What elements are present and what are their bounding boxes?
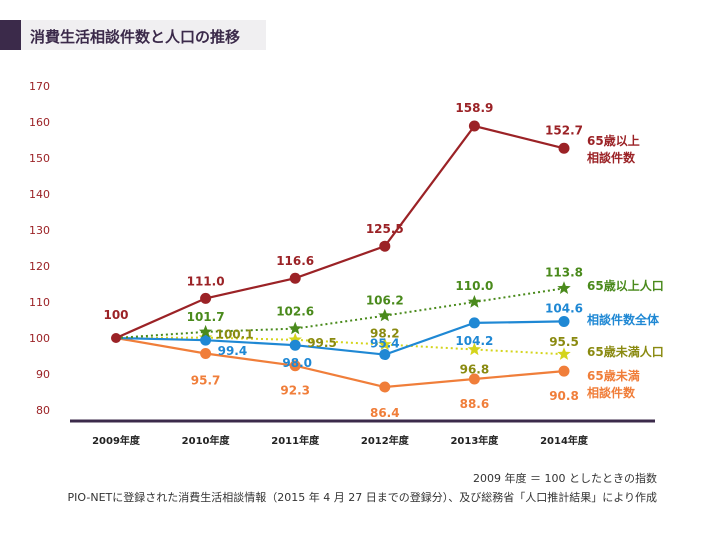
data-label: 152.7 bbox=[545, 123, 583, 137]
chart-title-bar: 消費生活相談件数と人口の推移 bbox=[0, 20, 266, 50]
series-legend-label: 相談件数全体 bbox=[587, 312, 660, 327]
y-tick-label: 170 bbox=[29, 80, 50, 93]
data-point bbox=[558, 315, 570, 327]
data-label: 99.4 bbox=[218, 344, 248, 358]
data-point bbox=[379, 349, 391, 361]
data-point bbox=[200, 347, 212, 359]
data-label: 113.8 bbox=[545, 265, 583, 279]
data-label: 100 bbox=[103, 308, 128, 322]
data-label: 92.3 bbox=[280, 384, 310, 398]
data-label: 98.0 bbox=[282, 356, 312, 370]
x-tick-label: 2012年度 bbox=[361, 434, 410, 447]
data-label: 102.6 bbox=[276, 305, 314, 319]
y-tick-label: 140 bbox=[29, 188, 50, 201]
x-tick-label: 2013年度 bbox=[450, 434, 499, 447]
footnote-source: PIO-NETに登録された消費生活相談情報（2015 年 4 月 27 日までの… bbox=[67, 491, 657, 504]
y-tick-label: 90 bbox=[36, 368, 50, 381]
data-point-star bbox=[378, 308, 392, 322]
data-label: 95.7 bbox=[191, 373, 221, 387]
x-tick-label: 2009年度 bbox=[92, 434, 141, 447]
data-label: 104.6 bbox=[545, 301, 583, 315]
data-label: 101.7 bbox=[187, 310, 225, 324]
series-legend-label: 65歳以上人口 bbox=[587, 278, 664, 293]
series-legend-label: 相談件数 bbox=[587, 385, 636, 400]
data-point-star bbox=[557, 347, 571, 360]
y-tick-label: 100 bbox=[29, 332, 50, 345]
data-label: 106.2 bbox=[366, 294, 404, 308]
data-label: 104.2 bbox=[455, 334, 493, 348]
x-tick-label: 2014年度 bbox=[540, 434, 589, 447]
data-point-star bbox=[467, 295, 482, 308]
data-point-star bbox=[198, 324, 213, 338]
data-label: 90.8 bbox=[549, 389, 579, 403]
data-point bbox=[200, 334, 212, 346]
y-tick-label: 150 bbox=[29, 152, 50, 165]
x-tick-label: 2010年度 bbox=[182, 434, 231, 447]
title-accent-block bbox=[0, 20, 21, 50]
series-legend-label: 65歳未満人口 bbox=[587, 344, 664, 359]
data-point-star bbox=[557, 281, 571, 294]
series-line bbox=[115, 336, 565, 389]
data-point bbox=[468, 373, 480, 385]
series-line bbox=[115, 124, 565, 340]
data-point-star bbox=[378, 337, 392, 351]
data-label: 96.8 bbox=[460, 363, 490, 377]
data-point-star bbox=[288, 321, 302, 335]
series-line bbox=[115, 287, 565, 339]
series-legend-label: 65歳以上 bbox=[587, 133, 640, 148]
data-point-star bbox=[288, 332, 302, 346]
data-label: 88.6 bbox=[460, 397, 490, 411]
series-line bbox=[115, 320, 565, 356]
series-legend-label: 65歳未満 bbox=[587, 368, 640, 383]
data-label: 99.5 bbox=[307, 336, 337, 350]
data-point-star bbox=[467, 342, 482, 356]
data-point bbox=[289, 272, 301, 284]
data-point bbox=[379, 381, 391, 393]
data-point bbox=[558, 365, 570, 377]
data-point bbox=[289, 339, 301, 351]
data-point bbox=[468, 317, 480, 329]
data-label: 95.4 bbox=[370, 337, 400, 351]
data-point bbox=[379, 240, 391, 252]
data-label: 110.0 bbox=[455, 279, 493, 293]
data-label: 125.5 bbox=[366, 222, 404, 236]
y-tick-label: 160 bbox=[29, 116, 50, 129]
data-label: 100.1 bbox=[216, 328, 254, 342]
y-tick-label: 80 bbox=[36, 404, 50, 417]
data-point bbox=[468, 120, 480, 132]
data-label: 86.4 bbox=[370, 406, 400, 420]
data-point bbox=[558, 142, 570, 154]
chart-title: 消費生活相談件数と人口の推移 bbox=[30, 28, 241, 46]
data-point bbox=[200, 292, 212, 304]
series-legend-label: 相談件数 bbox=[587, 150, 636, 165]
y-tick-label: 130 bbox=[29, 224, 50, 237]
data-label: 116.6 bbox=[276, 254, 314, 268]
data-point bbox=[111, 333, 121, 343]
x-tick-label: 2011年度 bbox=[271, 434, 320, 447]
data-label: 98.2 bbox=[370, 326, 400, 340]
footnote-index-basis: 2009 年度 ＝ 100 としたときの指数 bbox=[473, 472, 657, 485]
data-point bbox=[289, 360, 301, 372]
y-tick-label: 120 bbox=[29, 260, 50, 273]
data-label: 111.0 bbox=[187, 274, 225, 288]
data-label: 95.5 bbox=[549, 335, 579, 349]
y-tick-label: 110 bbox=[29, 296, 50, 309]
data-label: 158.9 bbox=[455, 101, 493, 115]
